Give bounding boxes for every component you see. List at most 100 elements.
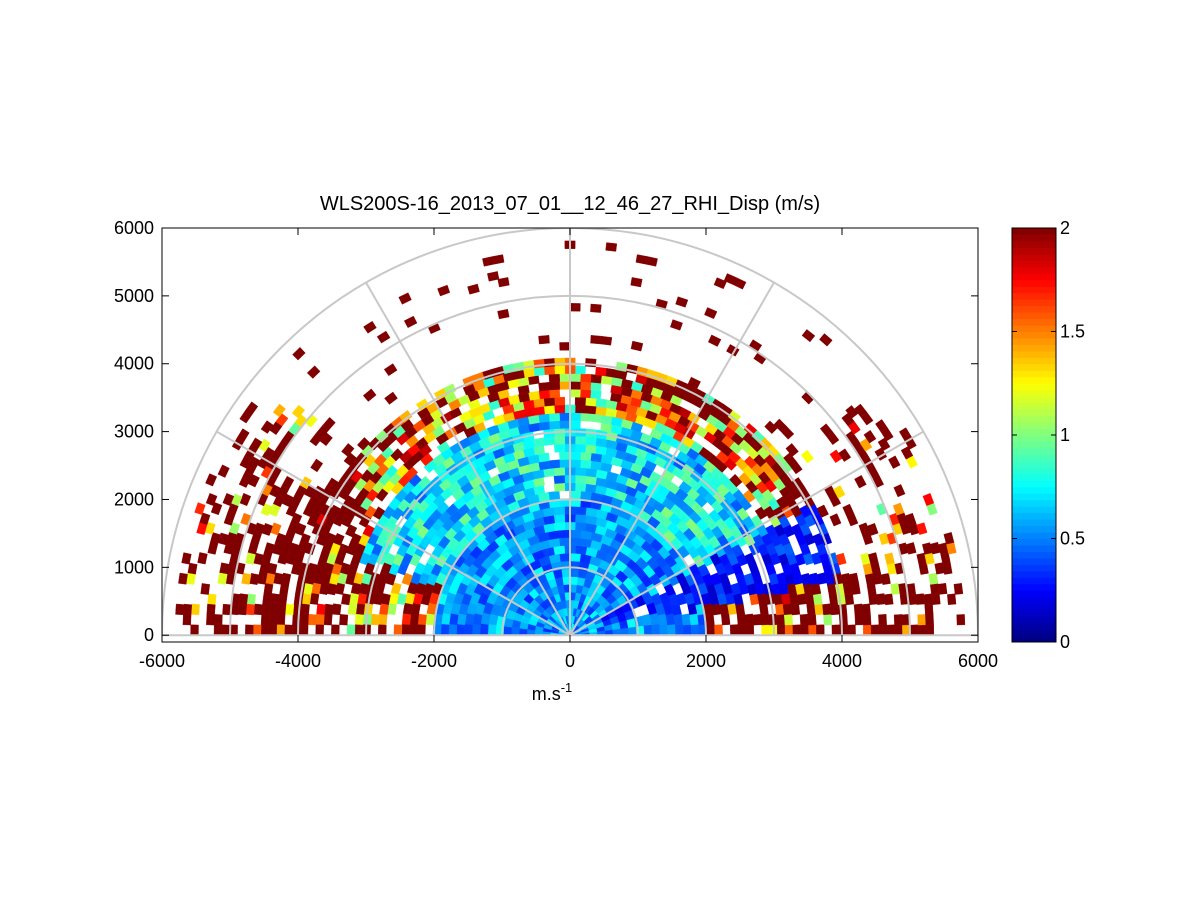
colorbar-segment (1012, 622, 1056, 630)
data-cell (600, 335, 613, 346)
data-cell (752, 613, 762, 626)
data-cell (899, 427, 912, 441)
data-cell (569, 388, 581, 398)
data-cell (261, 603, 271, 616)
data-cell (569, 552, 581, 562)
colorbar-segment (1012, 331, 1056, 339)
data-cell (239, 455, 252, 469)
data-cell (776, 613, 786, 626)
data-cell (223, 542, 235, 555)
data-cell (870, 624, 880, 636)
data-cell (704, 307, 718, 319)
colorbar-segment (1012, 402, 1056, 410)
data-cell (558, 529, 571, 539)
data-cell (347, 603, 358, 616)
data-cell (553, 482, 566, 492)
data-cell (842, 503, 855, 517)
colorbar-tick-label: 2 (1060, 218, 1070, 238)
data-cell (538, 382, 550, 392)
data-cell (905, 542, 917, 555)
data-cell (237, 603, 247, 616)
data-cell (579, 412, 592, 422)
colorbar-segment (1012, 454, 1056, 462)
data-cell (532, 437, 545, 448)
data-cell (705, 613, 715, 626)
x-axis-label-main: m.s (532, 684, 561, 704)
data-cell (276, 614, 286, 626)
data-cell (379, 603, 389, 616)
data-cell (569, 412, 581, 421)
data-cell (893, 484, 906, 498)
data-cell (569, 459, 581, 468)
data-cell (553, 513, 566, 524)
colorbar-tick-label: 1 (1060, 425, 1070, 445)
data-cell (861, 603, 871, 616)
data-cell (868, 593, 878, 606)
data-cell (844, 593, 855, 606)
data-cell (346, 624, 356, 636)
data-cell (238, 593, 249, 605)
data-cell (331, 624, 340, 636)
data-cell (878, 614, 887, 626)
data-cell (589, 389, 602, 400)
data-cell (362, 388, 377, 402)
data-cell (292, 347, 306, 361)
data-cell (729, 624, 739, 636)
y-tick-label: 3000 (114, 422, 154, 442)
colorbar-segment (1012, 519, 1056, 527)
data-cell (574, 482, 587, 492)
y-tick-label: 6000 (114, 218, 154, 238)
data-cell (341, 593, 351, 606)
colorbar-segment (1012, 325, 1056, 332)
data-cell (398, 292, 412, 305)
data-cell (651, 623, 661, 636)
colorbar-tick-label: 0.5 (1060, 529, 1085, 549)
data-cell (299, 614, 309, 626)
colorbar-segment (1012, 396, 1056, 404)
polar-spoke (569, 430, 924, 637)
data-cell (659, 624, 669, 636)
data-cell (383, 363, 398, 377)
colorbar-segment (1012, 538, 1056, 546)
data-cell (830, 603, 840, 616)
data-cell (559, 451, 571, 460)
data-cell (800, 624, 809, 636)
colorbar-segment (1012, 609, 1056, 617)
x-tick-label: 0 (565, 651, 575, 671)
data-cell (467, 283, 480, 295)
data-cell (569, 584, 577, 593)
data-cell (206, 614, 215, 626)
data-cell (316, 603, 326, 616)
data-cell (245, 603, 255, 616)
data-cell (538, 335, 550, 345)
data-cell (835, 552, 847, 566)
data-cell (269, 603, 279, 616)
data-cell (574, 443, 587, 453)
colorbar-segment (1012, 299, 1056, 307)
colorbar-segment (1012, 383, 1056, 391)
data-cell (942, 562, 953, 575)
colorbar-segment (1012, 240, 1056, 248)
data-cell (497, 308, 510, 320)
data-cell (628, 626, 637, 636)
colorbar-segment (1012, 363, 1056, 371)
data-cell (590, 382, 602, 392)
colorbar-segment (1012, 279, 1056, 287)
colorbar-segment (1012, 486, 1056, 494)
data-cell (823, 613, 833, 626)
data-cell (829, 513, 842, 527)
data-cell (533, 366, 545, 377)
data-cell (559, 342, 571, 351)
data-cell (922, 542, 933, 555)
data-cell (816, 504, 829, 518)
data-cell (584, 444, 597, 454)
data-cell (854, 403, 868, 418)
data-cell (682, 624, 692, 636)
data-cell (721, 613, 731, 626)
x-axis-label: m.s-1 (532, 680, 573, 704)
data-cell (791, 477, 805, 491)
data-cell (947, 593, 957, 605)
y-tick-label: 4000 (114, 354, 154, 374)
data-cell (207, 542, 218, 555)
data-cell (456, 624, 465, 636)
